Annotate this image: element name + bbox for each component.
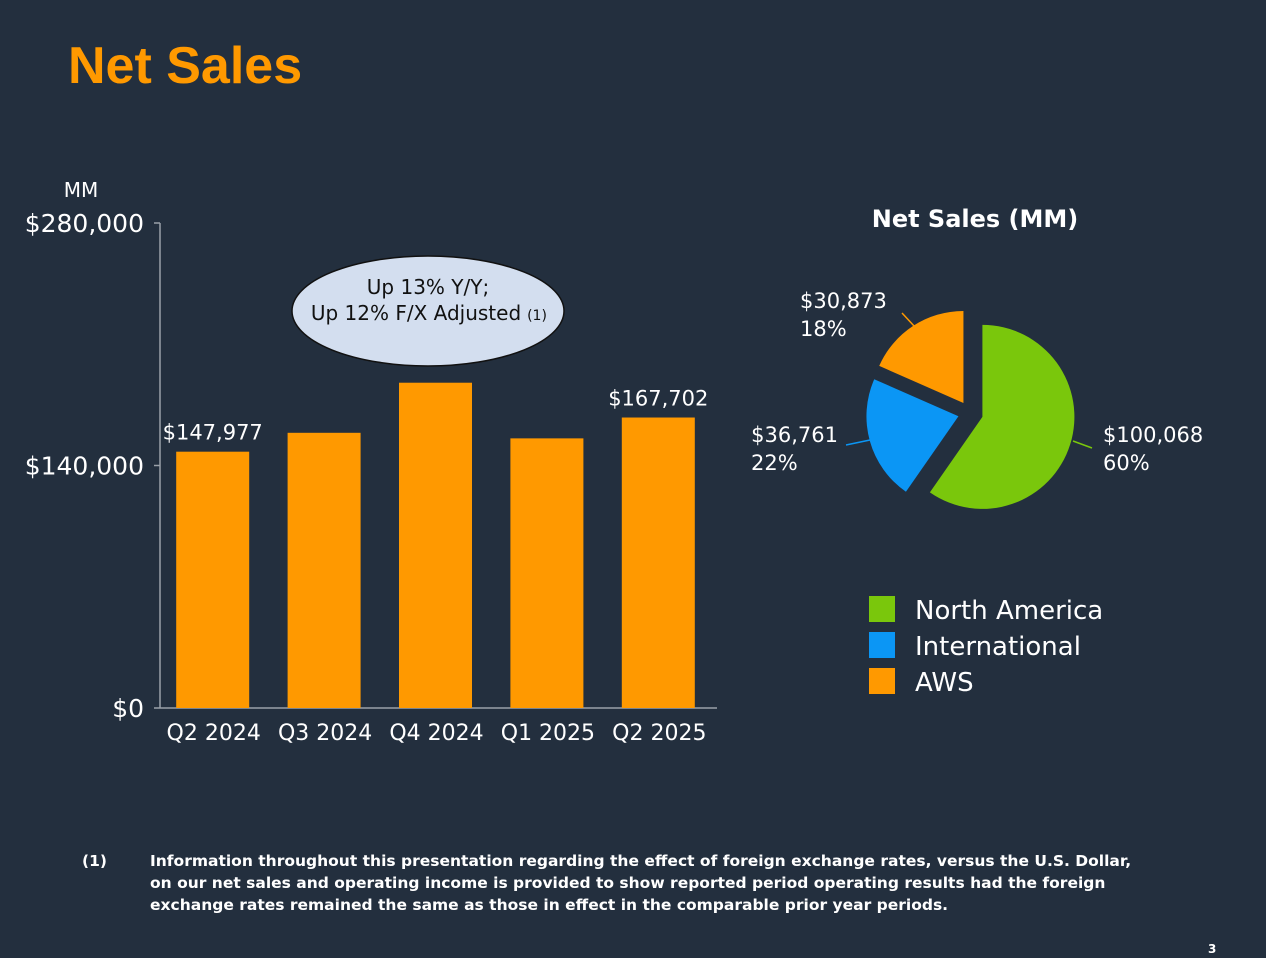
x-tick-label: Q3 2024: [278, 721, 372, 746]
pie-chart-title: Net Sales (MM): [872, 205, 1079, 233]
pie-percent-label: 22%: [751, 451, 798, 475]
pie-leader-line: [901, 312, 916, 328]
x-tick-label: Q2 2024: [167, 721, 261, 746]
pie-leader-line: [845, 439, 871, 446]
pie-slice: [929, 324, 1075, 509]
page-number: 3: [1208, 942, 1217, 956]
legend-label: North America: [915, 596, 1103, 626]
bar-value-labels: $147,977 $167,702: [163, 387, 709, 445]
footnote-text: Information throughout this presentation…: [150, 852, 1132, 914]
bar: [621, 417, 695, 708]
growth-callout-line2: Up 12% F/X Adjusted: [311, 301, 521, 325]
pie-labels: $100,068 60% $36,761 22% $30,873 18%: [751, 289, 1203, 475]
legend-swatch: [869, 632, 895, 658]
pie-leader-line: [1072, 440, 1093, 449]
pie-percent-label: 18%: [800, 317, 847, 341]
growth-callout-footnote-ref: (1): [527, 308, 547, 324]
legend-label: AWS: [915, 668, 974, 698]
legend-swatch: [869, 668, 895, 694]
growth-callout-line1: Up 13% Y/Y;: [367, 275, 489, 299]
page-title: Net Sales: [68, 37, 303, 95]
y-tick-label: $280,000: [25, 209, 144, 238]
growth-callout-bubble: [291, 255, 565, 367]
pie-chart: Net Sales (MM) $100,068 60% $36,761 22% $30,…: [751, 205, 1203, 698]
pie-slice: [879, 310, 964, 403]
pie-value-label: $30,873: [800, 289, 887, 313]
y-tick-label: $0: [112, 694, 144, 723]
y-ticks: $0 $140,000 $280,000: [25, 209, 160, 723]
legend-label: International: [915, 632, 1081, 662]
x-tick-label: Q2 2025: [612, 721, 706, 746]
x-tick-label: Q1 2025: [501, 721, 595, 746]
growth-callout: Up 13% Y/Y; Up 12% F/X Adjusted (1): [291, 255, 565, 367]
footnote-number: (1): [82, 852, 107, 870]
bars: [176, 382, 695, 708]
legend-swatch: [869, 596, 895, 622]
pie-slices: [866, 310, 1075, 509]
pie-value-label: $100,068: [1103, 423, 1203, 447]
pie-slice: [866, 379, 959, 492]
pie-value-label: $36,761: [751, 423, 838, 447]
x-tick-label: Q4 2024: [389, 721, 483, 746]
y-axis-unit-label: MM: [64, 178, 99, 202]
bar: [399, 382, 472, 708]
y-tick-label: $140,000: [25, 452, 144, 481]
bar: [176, 451, 250, 708]
x-ticks: Q2 2024 Q3 2024 Q4 2024 Q1 2025 Q2 2025: [167, 721, 707, 746]
bar: [287, 432, 361, 708]
bar-value-label: $167,702: [608, 387, 708, 411]
bar: [510, 438, 584, 708]
bar-value-label: $147,977: [163, 421, 263, 445]
pie-percent-label: 60%: [1103, 451, 1150, 475]
pie-legend: North America International AWS: [869, 596, 1103, 698]
bar-chart: MM $0 $140,000 $280,000 Q2 2024 Q3 2024 Q4 2…: [25, 178, 717, 746]
